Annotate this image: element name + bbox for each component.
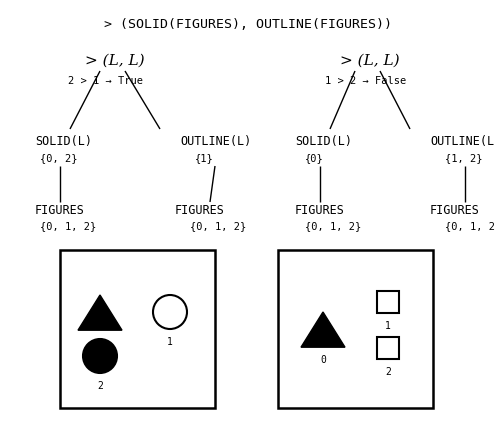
Text: OUTLINE(L): OUTLINE(L) (430, 134, 496, 147)
Text: {0, 1, 2}: {0, 1, 2} (40, 221, 96, 231)
Text: {1}: {1} (195, 153, 214, 163)
Bar (278, 250, 433, 408)
Text: > (L, L): > (L, L) (85, 54, 145, 68)
Text: FIGURES: FIGURES (175, 204, 225, 217)
Text: FIGURES: FIGURES (430, 204, 480, 217)
Bar (377, 337, 399, 359)
Bar (60, 250, 215, 408)
Text: 1: 1 (167, 337, 173, 347)
Text: {0, 2}: {0, 2} (40, 153, 77, 163)
Text: 1: 1 (385, 321, 391, 331)
Text: 2: 2 (97, 381, 103, 391)
Text: {0, 1, 2}: {0, 1, 2} (445, 221, 496, 231)
Text: 0: 0 (320, 355, 326, 365)
Circle shape (153, 295, 187, 329)
Bar (377, 291, 399, 313)
Text: OUTLINE(L): OUTLINE(L) (180, 134, 251, 147)
Text: > (SOLID(FIGURES), OUTLINE(FIGURES)): > (SOLID(FIGURES), OUTLINE(FIGURES)) (104, 18, 392, 31)
Polygon shape (301, 312, 345, 347)
Text: {0}: {0} (305, 153, 324, 163)
Text: FIGURES: FIGURES (295, 204, 345, 217)
Text: 2 > 1 → True: 2 > 1 → True (68, 76, 143, 86)
Text: {1, 2}: {1, 2} (445, 153, 483, 163)
Text: {0, 1, 2}: {0, 1, 2} (305, 221, 361, 231)
Text: FIGURES: FIGURES (35, 204, 85, 217)
Polygon shape (78, 295, 122, 330)
Text: 1 > 2 → False: 1 > 2 → False (325, 76, 406, 86)
Text: 2: 2 (385, 367, 391, 377)
Text: > (L, L): > (L, L) (340, 54, 400, 68)
Text: {0, 1, 2}: {0, 1, 2} (190, 221, 246, 231)
Text: SOLID(L): SOLID(L) (295, 134, 352, 147)
Text: 0: 0 (97, 338, 103, 348)
Text: SOLID(L): SOLID(L) (35, 134, 92, 147)
Circle shape (83, 339, 117, 373)
